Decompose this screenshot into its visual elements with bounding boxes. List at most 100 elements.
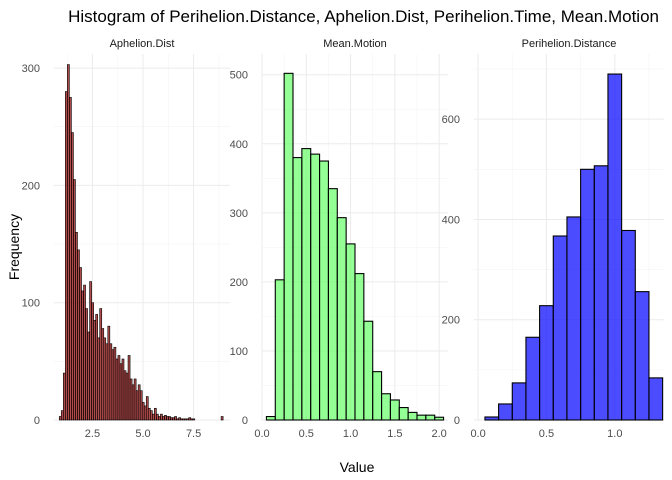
- histogram-bar: [634, 291, 650, 421]
- histogram-bar: [125, 372, 129, 421]
- x-tick-label: 1.5: [387, 428, 402, 440]
- histogram-bar: [137, 384, 141, 421]
- x-tick-label: 0.0: [470, 428, 485, 440]
- histogram-bar: [69, 97, 72, 421]
- histogram-bar: [164, 415, 167, 421]
- histogram-bar: [91, 302, 94, 421]
- histogram-bar: [147, 407, 151, 421]
- x-tick-label: 5.0: [135, 428, 150, 440]
- histogram-bar: [131, 384, 135, 421]
- histogram-bar: [416, 414, 427, 421]
- histogram-bar: [89, 281, 92, 421]
- histogram-bar: [111, 349, 115, 421]
- histogram-bar: [170, 417, 173, 421]
- facet-label: Aphelion.Dist: [110, 38, 175, 50]
- histogram-bar: [129, 378, 133, 421]
- histogram-bar: [180, 418, 183, 421]
- histogram-bar: [648, 377, 664, 421]
- histogram-bar: [398, 407, 409, 421]
- histogram-bar: [192, 418, 196, 421]
- histogram-bar: [65, 91, 68, 421]
- y-tick-label: 200: [230, 277, 248, 289]
- histogram-bar: [182, 418, 185, 421]
- y-tick-label: 100: [230, 346, 248, 358]
- histogram-bar: [107, 325, 111, 421]
- x-tick-label: 7.5: [186, 428, 201, 440]
- histogram-bar: [176, 418, 179, 421]
- histogram-bar: [152, 413, 155, 421]
- histogram-bar: [389, 399, 400, 421]
- y-tick-label: 200: [22, 180, 40, 192]
- histogram-bar: [172, 417, 175, 421]
- histogram-bar: [60, 410, 64, 421]
- histogram-bar: [372, 371, 383, 421]
- histogram-bar: [115, 358, 119, 421]
- histogram-bar: [93, 319, 96, 421]
- histogram-bar: [81, 290, 84, 421]
- x-tick-label: 0.0: [254, 428, 269, 440]
- histogram-bar: [121, 358, 125, 421]
- y-tick-label: 0: [34, 415, 40, 427]
- histogram-bar: [345, 243, 356, 421]
- histogram-bar: [593, 165, 609, 421]
- facet-label: Mean.Motion: [323, 38, 387, 50]
- histogram-bar: [336, 217, 347, 421]
- histogram-bar: [127, 355, 131, 421]
- histogram-bar: [425, 414, 436, 421]
- histogram-bar: [319, 160, 329, 421]
- histogram-bar: [85, 308, 88, 421]
- histogram-bar: [101, 328, 105, 421]
- histogram-bar: [621, 229, 636, 421]
- y-tick-label: 0: [242, 415, 248, 427]
- histogram-bar: [156, 413, 159, 421]
- histogram-bar: [580, 168, 595, 421]
- histogram-bar: [105, 343, 109, 421]
- y-tick-label: 400: [442, 214, 460, 226]
- histogram-bar: [83, 284, 86, 421]
- histogram-bar: [265, 415, 276, 421]
- histogram-bar: [149, 410, 153, 421]
- histogram-bar: [498, 403, 513, 421]
- y-tick-label: 200: [442, 315, 460, 327]
- histogram-bar: [539, 305, 554, 421]
- histogram-bar: [184, 418, 188, 421]
- histogram-bar: [190, 418, 194, 421]
- histogram-bar: [119, 363, 123, 421]
- x-tick-label: 1.0: [343, 428, 358, 440]
- histogram-bar: [145, 396, 149, 421]
- histogram-bar: [99, 308, 103, 421]
- histogram-bar: [566, 216, 582, 421]
- histogram-bar: [186, 418, 190, 421]
- histogram-bar: [174, 416, 177, 421]
- histogram-bar: [117, 355, 121, 421]
- histogram-bar: [103, 337, 107, 421]
- y-tick-label: 0: [454, 415, 460, 427]
- panel-0: 0 100 200 300 2.5 5.0 7.5 Aphelion.Dist: [22, 38, 230, 440]
- histogram-bar: [283, 72, 294, 421]
- histogram-bar: [327, 188, 338, 421]
- histogram-bar: [552, 235, 568, 421]
- histogram-bar: [220, 416, 224, 421]
- histogram-bar: [95, 314, 98, 421]
- y-tick-label: 300: [22, 63, 40, 75]
- histogram-bar: [67, 64, 70, 421]
- histogram-bar: [381, 393, 391, 421]
- histogram-bar: [77, 249, 80, 421]
- histogram-bar: [141, 402, 145, 421]
- x-tick-label: 2.0: [431, 428, 446, 440]
- histogram-bar: [525, 336, 541, 421]
- histogram-bar: [160, 413, 163, 421]
- x-tick-label: 0.5: [539, 428, 554, 440]
- histogram-bar: [87, 331, 90, 421]
- y-tick-label: 300: [230, 208, 248, 220]
- histogram-bar: [79, 267, 82, 421]
- histogram-bar: [133, 378, 137, 421]
- y-tick-label: 400: [230, 139, 248, 151]
- facet-panels: 0 100 200 300 2.5 5.0 7.5 Aphelion.Dist 0 100 200 3…: [22, 38, 664, 440]
- histogram-bar: [143, 405, 147, 421]
- histogram-bar: [188, 417, 192, 421]
- histogram-bar: [162, 416, 165, 421]
- histogram-bar: [75, 232, 78, 421]
- histogram-bar: [407, 411, 418, 421]
